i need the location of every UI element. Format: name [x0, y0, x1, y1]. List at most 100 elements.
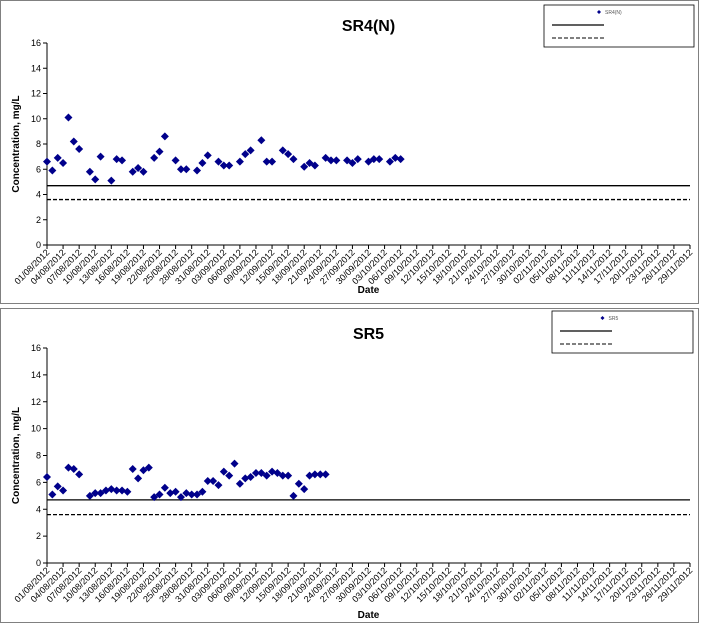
data-point — [85, 491, 94, 500]
data-point — [75, 470, 84, 479]
data-point — [348, 158, 357, 167]
data-point — [300, 485, 309, 494]
data-point — [310, 161, 319, 170]
data-point — [59, 158, 68, 167]
data-point — [69, 137, 78, 146]
data-point — [369, 155, 378, 164]
data-point — [305, 471, 314, 480]
y-tick-label: 6 — [36, 477, 41, 487]
data-point — [225, 161, 234, 170]
chart-panel-sr5: SR5 0 2 4 6 8 10 12 14 16 01/08/2012 04/08/2012 07/0… — [0, 308, 699, 623]
data-point — [209, 477, 218, 486]
data-point — [118, 156, 127, 165]
data-point — [198, 487, 207, 496]
data-point — [278, 146, 287, 155]
data-point — [385, 157, 394, 166]
data-point — [134, 474, 143, 483]
data-point — [219, 161, 228, 170]
data-point — [182, 165, 191, 174]
data-point — [241, 474, 250, 483]
y-tick-label: 4 — [36, 504, 41, 514]
data-point — [53, 482, 62, 491]
data-point — [268, 157, 277, 166]
y-tick-label: 16 — [31, 343, 41, 353]
data-point — [139, 466, 148, 475]
data-point — [198, 158, 207, 167]
y-tick-label: 8 — [36, 451, 41, 461]
legend-box — [551, 310, 694, 354]
data-point — [101, 486, 110, 495]
y-tick-label: 2 — [36, 215, 41, 225]
data-point — [219, 467, 228, 476]
data-point — [112, 155, 121, 164]
data-point — [273, 468, 282, 477]
data-point — [155, 147, 164, 156]
data-point — [150, 153, 159, 162]
data-point — [69, 464, 78, 473]
data-point — [289, 491, 298, 500]
chart-title: SR5 — [353, 326, 384, 343]
y-tick-label: 14 — [31, 63, 41, 73]
data-point — [53, 153, 62, 162]
data-point — [176, 165, 185, 174]
y-tick-label: 10 — [31, 114, 41, 124]
data-point — [310, 470, 319, 479]
data-point — [203, 151, 212, 160]
y-tick-label: 0 — [36, 558, 41, 568]
data-point — [326, 156, 335, 165]
data-point — [262, 471, 271, 480]
data-point — [278, 471, 287, 480]
data-point — [48, 166, 57, 175]
data-point — [128, 167, 137, 176]
data-point — [230, 459, 239, 468]
chart-title: SR4(N) — [342, 18, 395, 35]
y-tick-label: 16 — [31, 38, 41, 48]
data-point — [289, 155, 298, 164]
legend-marker — [600, 316, 605, 320]
data-point — [118, 486, 127, 495]
data-point — [262, 157, 271, 166]
data-point — [160, 132, 169, 141]
data-point — [64, 463, 73, 472]
data-point — [375, 155, 384, 164]
data-point — [112, 486, 121, 495]
data-point — [155, 490, 164, 499]
data-point — [214, 481, 223, 490]
data-point — [59, 486, 68, 495]
data-point — [123, 487, 132, 496]
data-point — [171, 487, 180, 496]
data-point — [48, 490, 57, 499]
data-point — [396, 155, 405, 164]
data-point — [257, 468, 266, 477]
chart-sr5: SR5024681012141601/08/201204/08/201207/0… — [11, 310, 694, 621]
data-point — [300, 162, 309, 171]
data-point — [134, 163, 143, 172]
data-point — [241, 150, 250, 159]
data-point — [176, 493, 185, 502]
data-point — [284, 150, 293, 159]
data-point — [91, 489, 100, 498]
data-point — [235, 479, 244, 488]
data-point — [193, 490, 202, 499]
data-point — [75, 145, 84, 154]
data-point — [107, 485, 116, 494]
legend-series-label: SR5 — [609, 316, 619, 322]
data-point — [321, 470, 330, 479]
chart-sr4n: SR4(N)024681012141601/08/201204/08/20120… — [11, 4, 694, 296]
data-point — [166, 489, 175, 498]
legend-marker — [597, 10, 601, 14]
data-point — [43, 473, 51, 481]
y-tick-label: 2 — [36, 531, 41, 541]
y-tick-label: 0 — [36, 240, 41, 250]
data-point — [284, 471, 293, 480]
data-point — [246, 146, 255, 155]
legend-series-label: SR4(N) — [605, 10, 622, 16]
data-point — [235, 157, 244, 166]
y-tick-label: 6 — [36, 164, 41, 174]
data-point — [144, 463, 153, 472]
data-point — [193, 166, 202, 175]
data-point — [257, 136, 266, 145]
data-point — [214, 157, 223, 166]
y-axis-label: Concentration, mg/L — [11, 95, 22, 192]
data-point — [203, 477, 212, 486]
